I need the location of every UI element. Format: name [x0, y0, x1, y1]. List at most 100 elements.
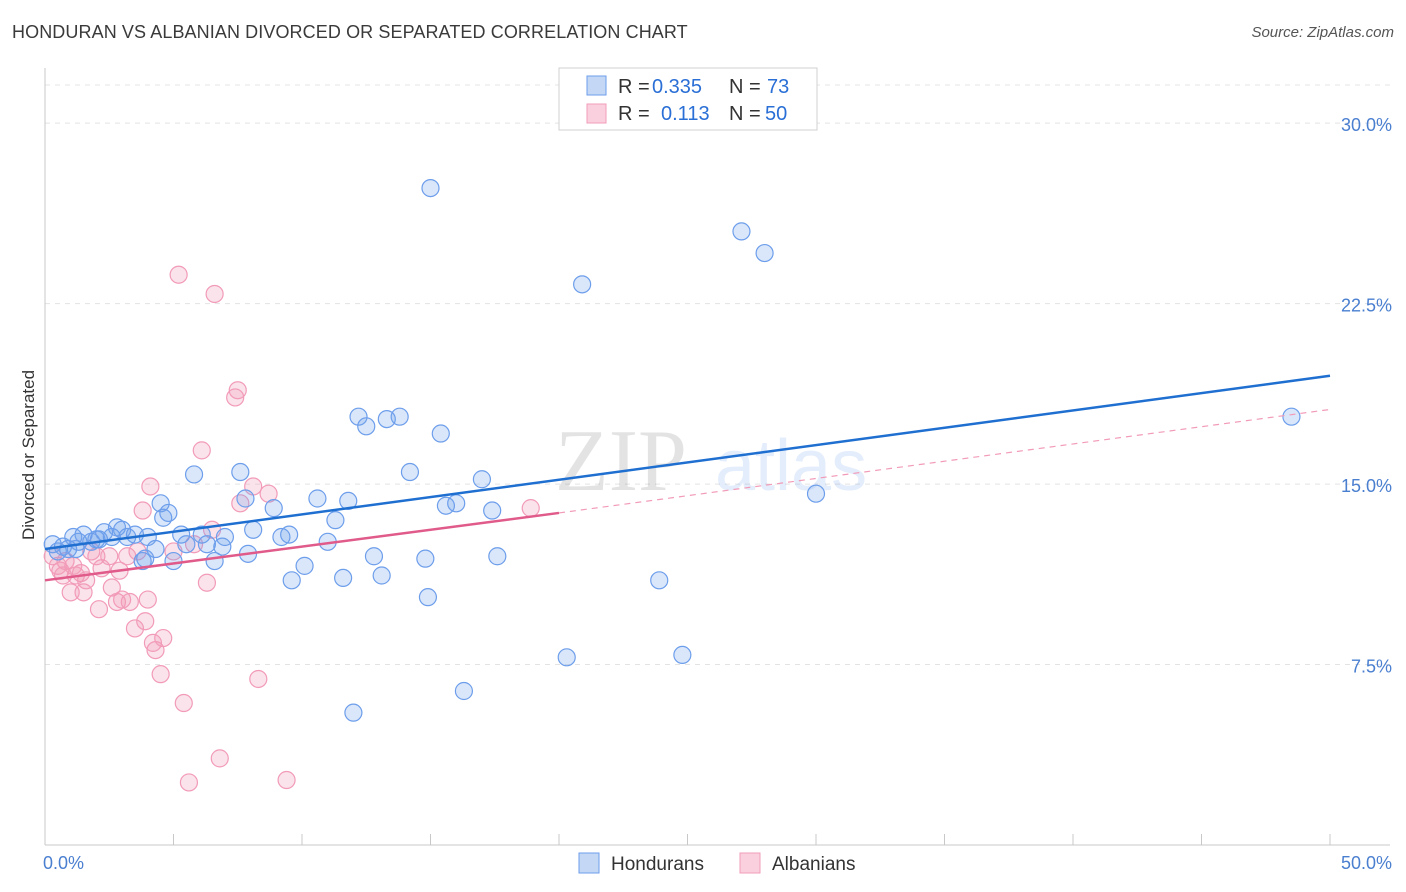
honduran-point — [133, 551, 152, 571]
albanian-point — [61, 583, 80, 602]
albanian-point — [521, 499, 540, 518]
honduran-points — [43, 178, 1301, 722]
albanian-point — [231, 494, 250, 513]
watermark: ZIP atlas — [555, 413, 867, 510]
honduran-point — [755, 243, 774, 263]
honduran-point — [483, 501, 502, 520]
honduran-point — [264, 499, 283, 518]
chart-title: HONDURAN VS ALBANIAN DIVORCED OR SEPARAT… — [12, 22, 688, 42]
honduran-point — [357, 417, 376, 436]
albanian-point — [154, 628, 173, 648]
albanian-point — [277, 770, 296, 790]
legend-n-hondurans: 73 — [767, 76, 789, 98]
honduran-point — [339, 491, 358, 511]
albanian-point — [192, 441, 211, 460]
legend-r-hondurans: 0.335 — [652, 76, 702, 98]
albanian-point — [136, 612, 155, 631]
source-label: Source: ZipAtlas.com — [1251, 24, 1394, 41]
honduran-trend-line — [44, 374, 1331, 551]
honduran-point — [364, 547, 384, 566]
honduran-point — [650, 571, 669, 590]
albanian-trend-line — [44, 511, 560, 582]
honduran-point — [177, 535, 196, 554]
honduran-point — [197, 535, 217, 554]
albanian-point — [174, 693, 193, 713]
honduran-point — [151, 494, 170, 513]
honduran-point — [557, 648, 576, 667]
x-ticks — [44, 834, 1331, 845]
albanian-point — [141, 477, 160, 496]
honduran-point — [215, 527, 234, 547]
honduran-point — [1282, 407, 1301, 426]
albanian-point — [205, 284, 224, 304]
albanian-point — [125, 619, 145, 638]
bottom-label-hondurans: Hondurans — [611, 854, 704, 875]
honduran-point — [231, 462, 250, 482]
correlation-legend: R = 0.335 N = 73 R = 0.113 N = 50 — [558, 67, 818, 131]
honduran-point — [431, 424, 450, 443]
albanian-point — [133, 501, 152, 520]
legend-swatch-hondurans — [586, 75, 607, 96]
albanian-trend-extension — [558, 408, 1331, 514]
honduran-point — [236, 489, 255, 508]
albanian-point — [169, 265, 188, 284]
honduran-point — [164, 551, 183, 571]
legend-swatch-albanians — [586, 103, 607, 124]
albanian-point — [197, 573, 217, 592]
honduran-point — [400, 462, 420, 482]
honduran-point — [488, 547, 507, 566]
honduran-point — [282, 571, 301, 590]
honduran-point — [372, 566, 391, 585]
axes — [44, 68, 1390, 846]
albanian-point — [228, 381, 247, 400]
albanian-point — [100, 547, 119, 566]
gridlines — [45, 84, 1390, 666]
honduran-point — [454, 681, 474, 701]
bottom-swatch-hondurans — [578, 852, 600, 874]
albanian-point — [259, 484, 278, 503]
honduran-point — [326, 511, 345, 530]
series-legend: Hondurans Albanians — [578, 852, 855, 875]
honduran-point — [349, 407, 368, 426]
y-tick-label: 22.5% — [1341, 296, 1392, 316]
honduran-point — [472, 470, 491, 489]
albanian-point — [184, 535, 204, 554]
legend-r-label-hondurans: R = — [618, 76, 650, 98]
honduran-point — [295, 556, 314, 575]
bottom-label-albanians: Albanians — [772, 854, 855, 875]
honduran-point — [806, 484, 826, 503]
honduran-point — [184, 465, 204, 484]
honduran-point — [344, 703, 363, 722]
albanian-points — [43, 265, 540, 792]
trend-lines — [44, 374, 1331, 582]
honduran-point — [159, 503, 178, 523]
x-tick-label-max: 50.0% — [1341, 853, 1392, 873]
honduran-point — [308, 489, 327, 508]
honduran-point — [418, 588, 438, 607]
honduran-point — [192, 525, 211, 544]
honduran-point — [573, 275, 592, 294]
honduran-point — [436, 496, 456, 515]
y-tick-label: 15.0% — [1341, 476, 1392, 496]
albanian-point — [138, 590, 157, 609]
honduran-point — [334, 568, 353, 588]
y-tick-label: 7.5% — [1351, 657, 1392, 677]
legend-n-label-hondurans: N = — [729, 76, 761, 98]
albanian-point — [89, 600, 109, 619]
albanian-point — [151, 665, 170, 684]
honduran-point — [416, 549, 435, 568]
honduran-point — [673, 645, 692, 665]
y-axis-label: Divorced or Separated — [19, 370, 38, 540]
legend-n-albanians: 50 — [765, 103, 787, 125]
albanian-point — [210, 749, 229, 768]
albanian-point — [143, 633, 163, 652]
honduran-point — [244, 520, 263, 539]
x-tick-label-min: 0.0% — [43, 853, 84, 873]
honduran-point — [732, 222, 751, 241]
honduran-point — [89, 530, 109, 549]
watermark-atlas: atlas — [715, 426, 867, 506]
honduran-point — [390, 407, 409, 426]
legend-r-label-albanians: R = — [618, 103, 650, 125]
honduran-point — [280, 525, 299, 544]
legend-r-albanians: 0.113 — [661, 103, 710, 125]
